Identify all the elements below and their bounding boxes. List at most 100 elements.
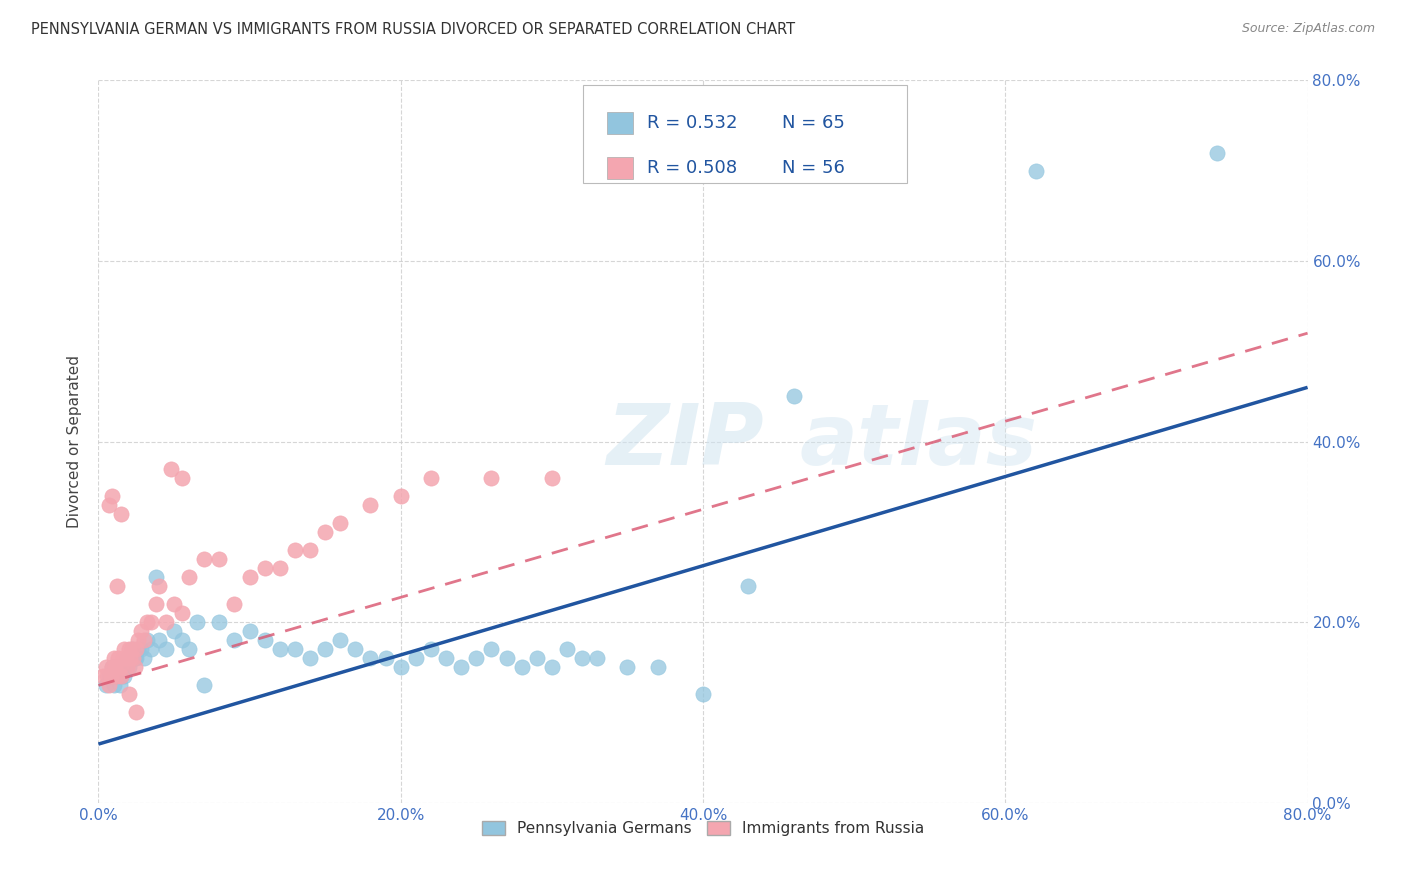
Point — [101, 660, 124, 674]
Point — [344, 642, 367, 657]
Text: N = 65: N = 65 — [782, 114, 845, 132]
Point — [284, 642, 307, 657]
Point — [737, 579, 759, 593]
Point — [193, 552, 215, 566]
Point — [170, 606, 193, 620]
Point — [104, 669, 127, 683]
Point — [495, 651, 517, 665]
Point — [129, 642, 152, 657]
Point — [314, 524, 336, 539]
Point — [127, 642, 149, 657]
Point — [118, 642, 141, 657]
Point — [389, 660, 412, 674]
Point — [269, 561, 291, 575]
Point — [481, 642, 503, 657]
Point — [112, 669, 135, 683]
Point — [98, 498, 121, 512]
Point — [111, 660, 134, 674]
Point — [647, 660, 669, 674]
Point — [110, 507, 132, 521]
Point — [125, 642, 148, 657]
Point — [145, 597, 167, 611]
Point — [94, 678, 117, 692]
Point — [115, 660, 138, 674]
Point — [115, 651, 138, 665]
Point — [314, 642, 336, 657]
Point — [284, 542, 307, 557]
Point — [100, 669, 122, 683]
Point — [360, 651, 382, 665]
Point — [96, 669, 118, 683]
Point — [118, 660, 141, 674]
Point — [299, 651, 322, 665]
Point — [616, 660, 638, 674]
Point — [108, 678, 131, 692]
Point — [269, 642, 291, 657]
Text: atlas: atlas — [800, 400, 1038, 483]
Text: R = 0.508: R = 0.508 — [647, 159, 737, 177]
Point — [450, 660, 472, 674]
Point — [193, 678, 215, 692]
Point — [360, 498, 382, 512]
Point — [91, 669, 114, 683]
Point — [135, 615, 157, 630]
Point — [179, 570, 201, 584]
Point — [103, 651, 125, 665]
Point — [179, 642, 201, 657]
Point — [111, 651, 134, 665]
Point — [253, 633, 276, 648]
Point — [163, 597, 186, 611]
Point — [208, 615, 231, 630]
Point — [107, 669, 129, 683]
Legend: Pennsylvania Germans, Immigrants from Russia: Pennsylvania Germans, Immigrants from Ru… — [475, 814, 931, 842]
Point — [224, 597, 246, 611]
Point — [103, 660, 125, 674]
Point — [114, 651, 136, 665]
Point — [170, 471, 193, 485]
Point — [374, 651, 396, 665]
Point — [105, 579, 128, 593]
Point — [510, 660, 533, 674]
Point — [121, 642, 143, 657]
Point — [239, 624, 262, 639]
Point — [124, 660, 146, 674]
Point — [186, 615, 208, 630]
Point — [405, 651, 427, 665]
Point — [148, 579, 170, 593]
Point — [103, 678, 125, 692]
Point — [571, 651, 593, 665]
Point — [120, 651, 142, 665]
Point — [127, 633, 149, 648]
Point — [1024, 163, 1046, 178]
Point — [110, 669, 132, 683]
Text: PENNSYLVANIA GERMAN VS IMMIGRANTS FROM RUSSIA DIVORCED OR SEPARATED CORRELATION : PENNSYLVANIA GERMAN VS IMMIGRANTS FROM R… — [31, 22, 794, 37]
Point — [160, 461, 183, 475]
Point — [125, 706, 148, 720]
Point — [434, 651, 457, 665]
Point — [155, 642, 177, 657]
Point — [239, 570, 262, 584]
Point — [692, 687, 714, 701]
Point — [329, 633, 352, 648]
Text: Source: ZipAtlas.com: Source: ZipAtlas.com — [1241, 22, 1375, 36]
Point — [110, 669, 132, 683]
Point — [224, 633, 246, 648]
Point — [783, 389, 806, 403]
Point — [104, 660, 127, 674]
Point — [389, 489, 412, 503]
Point — [420, 642, 443, 657]
Point — [208, 552, 231, 566]
Point — [98, 678, 121, 692]
Point — [253, 561, 276, 575]
Point — [586, 651, 609, 665]
Point — [129, 624, 152, 639]
Point — [101, 660, 124, 674]
Point — [299, 542, 322, 557]
Point — [118, 687, 141, 701]
Y-axis label: Divorced or Separated: Divorced or Separated — [67, 355, 83, 528]
Point — [540, 660, 562, 674]
Point — [132, 633, 155, 648]
Point — [526, 651, 548, 665]
Point — [170, 633, 193, 648]
Point — [163, 624, 186, 639]
